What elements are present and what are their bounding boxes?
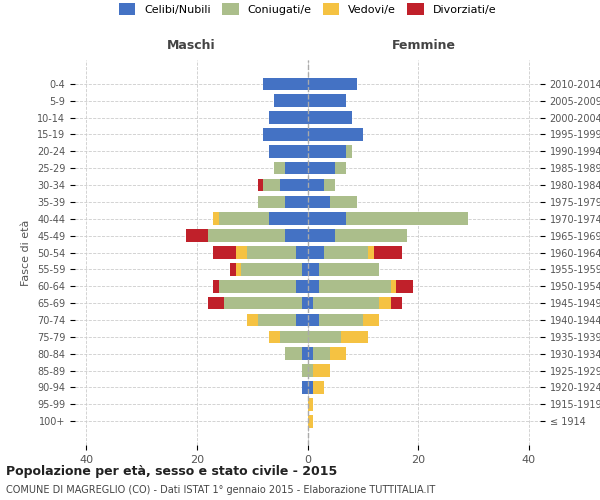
Bar — [329, 196, 358, 208]
Bar — [236, 263, 241, 276]
Bar — [308, 128, 363, 141]
Bar — [324, 246, 368, 259]
Bar — [269, 212, 308, 225]
Bar — [302, 348, 308, 360]
Bar — [308, 111, 352, 124]
Bar — [286, 162, 308, 174]
Bar — [308, 196, 329, 208]
Bar — [214, 246, 236, 259]
Bar — [308, 230, 335, 242]
Bar — [308, 398, 313, 410]
Bar — [219, 280, 296, 292]
Bar — [269, 111, 308, 124]
Bar — [319, 314, 363, 326]
Bar — [308, 381, 313, 394]
Bar — [308, 364, 313, 377]
Y-axis label: Anni di nascita: Anni di nascita — [598, 211, 600, 294]
Bar — [313, 297, 379, 310]
Bar — [236, 246, 247, 259]
Bar — [346, 212, 468, 225]
Bar — [313, 348, 329, 360]
Bar — [280, 330, 308, 343]
Bar — [363, 314, 379, 326]
Bar — [280, 178, 308, 192]
Bar — [308, 330, 341, 343]
Bar — [308, 348, 313, 360]
Bar — [269, 145, 308, 158]
Bar — [296, 314, 308, 326]
Bar — [263, 128, 308, 141]
Bar — [208, 230, 286, 242]
Bar — [296, 280, 308, 292]
Text: COMUNE DI MAGREGLIO (CO) - Dati ISTAT 1° gennaio 2015 - Elaborazione TUTTITALIA.: COMUNE DI MAGREGLIO (CO) - Dati ISTAT 1°… — [6, 485, 435, 495]
Bar — [341, 330, 368, 343]
Bar — [257, 196, 286, 208]
Bar — [274, 162, 286, 174]
Legend: Celibi/Nubili, Coniugati/e, Vedovi/e, Divorziati/e: Celibi/Nubili, Coniugati/e, Vedovi/e, Di… — [115, 0, 500, 18]
Bar — [319, 263, 379, 276]
Bar — [308, 178, 324, 192]
Bar — [308, 280, 319, 292]
Bar — [308, 162, 335, 174]
Bar — [302, 297, 308, 310]
Bar — [308, 78, 358, 90]
Bar — [286, 348, 302, 360]
Bar — [308, 297, 313, 310]
Bar — [219, 212, 269, 225]
Bar — [368, 246, 374, 259]
Bar — [346, 145, 352, 158]
Bar — [257, 178, 263, 192]
Bar — [308, 415, 313, 428]
Bar — [302, 364, 308, 377]
Bar — [374, 246, 401, 259]
Bar — [302, 263, 308, 276]
Bar — [214, 280, 219, 292]
Bar — [274, 94, 308, 107]
Bar — [391, 297, 401, 310]
Bar — [313, 364, 329, 377]
Bar — [319, 280, 391, 292]
Bar — [230, 263, 236, 276]
Bar — [247, 246, 296, 259]
Bar — [247, 314, 257, 326]
Bar — [335, 230, 407, 242]
Bar — [208, 297, 224, 310]
Bar — [269, 330, 280, 343]
Bar — [324, 178, 335, 192]
Bar — [391, 280, 396, 292]
Bar — [286, 230, 308, 242]
Y-axis label: Fasce di età: Fasce di età — [22, 220, 31, 286]
Bar — [329, 348, 346, 360]
Bar — [396, 280, 413, 292]
Bar — [286, 196, 308, 208]
Bar — [308, 212, 346, 225]
Text: Popolazione per età, sesso e stato civile - 2015: Popolazione per età, sesso e stato civil… — [6, 465, 337, 478]
Bar — [308, 246, 324, 259]
Bar — [308, 94, 346, 107]
Bar — [263, 178, 280, 192]
Bar — [313, 381, 324, 394]
Bar — [224, 297, 302, 310]
Bar — [296, 246, 308, 259]
Bar — [257, 314, 296, 326]
Bar — [241, 263, 302, 276]
Bar — [214, 212, 219, 225]
Bar — [379, 297, 391, 310]
Text: Femmine: Femmine — [392, 40, 456, 52]
Bar — [302, 381, 308, 394]
Bar — [308, 263, 319, 276]
Bar — [186, 230, 208, 242]
Bar — [263, 78, 308, 90]
Bar — [308, 314, 319, 326]
Bar — [308, 145, 346, 158]
Text: Maschi: Maschi — [167, 40, 215, 52]
Bar — [335, 162, 346, 174]
